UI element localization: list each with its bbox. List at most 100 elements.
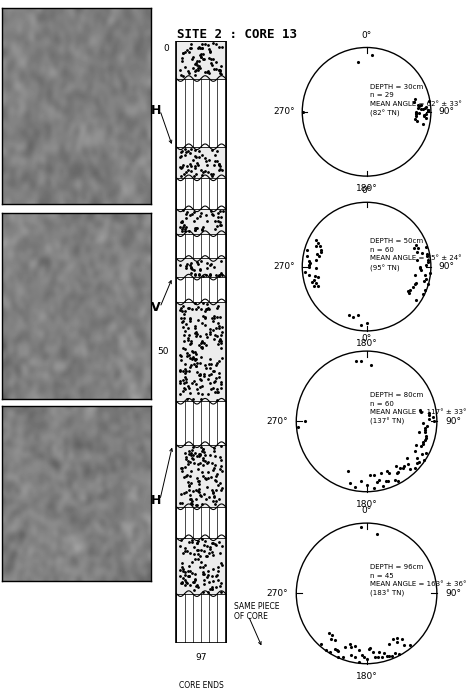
- Point: [185, 481, 193, 492]
- Point: [179, 47, 186, 58]
- Point: [198, 43, 206, 54]
- Point: [211, 329, 219, 340]
- Point: [189, 155, 197, 166]
- Circle shape: [296, 523, 437, 664]
- Point: [186, 388, 194, 399]
- Point: [184, 348, 191, 359]
- Point: [201, 166, 209, 177]
- Point: [188, 304, 196, 315]
- Point: [218, 577, 225, 588]
- Point: [199, 586, 207, 597]
- Point: [210, 492, 218, 503]
- Point: [208, 471, 215, 482]
- Point: [193, 484, 200, 495]
- Point: [184, 455, 192, 466]
- Point: [198, 39, 206, 50]
- Point: [186, 566, 194, 577]
- Point: [194, 160, 201, 171]
- Point: [193, 473, 201, 484]
- Point: [184, 570, 192, 581]
- Point: [203, 67, 210, 78]
- Point: [183, 319, 190, 330]
- Point: [214, 207, 222, 218]
- Point: [208, 484, 215, 495]
- Point: [180, 330, 188, 341]
- Point: [176, 162, 184, 173]
- Point: [186, 470, 193, 481]
- Point: [185, 571, 193, 582]
- Point: [199, 471, 207, 482]
- Point: [197, 375, 205, 386]
- Point: [217, 337, 225, 348]
- Point: [193, 256, 201, 267]
- Point: [208, 581, 216, 592]
- Point: [198, 170, 206, 181]
- Point: [195, 340, 203, 351]
- Point: [188, 160, 195, 171]
- Point: [194, 314, 202, 325]
- Point: [183, 350, 190, 361]
- Point: [192, 224, 199, 235]
- Point: [212, 582, 219, 593]
- Point: [206, 577, 213, 588]
- Point: [188, 453, 196, 464]
- Point: [188, 267, 195, 278]
- Point: [207, 54, 214, 65]
- Point: [193, 222, 200, 233]
- Text: 270°: 270°: [273, 107, 295, 116]
- Point: [213, 155, 220, 166]
- Point: [205, 44, 213, 55]
- Point: [178, 226, 185, 237]
- Point: [218, 352, 226, 363]
- Point: [198, 336, 205, 347]
- Point: [209, 537, 217, 548]
- Point: [196, 489, 203, 500]
- Point: [178, 316, 185, 327]
- Circle shape: [302, 202, 431, 331]
- Point: [194, 302, 202, 313]
- Point: [184, 65, 192, 76]
- Point: [192, 298, 199, 309]
- Point: [210, 312, 218, 323]
- Point: [193, 494, 200, 505]
- Point: [206, 363, 213, 374]
- Point: [177, 171, 184, 182]
- Point: [195, 41, 203, 52]
- Point: [191, 161, 199, 172]
- Circle shape: [296, 351, 437, 492]
- Point: [177, 162, 184, 173]
- Point: [197, 255, 205, 266]
- Point: [184, 335, 192, 346]
- Point: [202, 473, 210, 484]
- Point: [187, 497, 194, 508]
- Point: [189, 52, 197, 63]
- Point: [209, 365, 217, 376]
- Point: [210, 334, 218, 345]
- Point: [210, 261, 218, 272]
- Point: [198, 380, 206, 391]
- Point: [183, 452, 190, 463]
- Point: [179, 365, 186, 376]
- Point: [192, 378, 200, 389]
- Point: [184, 380, 192, 391]
- Point: [206, 269, 213, 280]
- Point: [205, 586, 212, 597]
- Point: [193, 328, 201, 339]
- Point: [189, 441, 197, 452]
- Bar: [176, 444, 226, 507]
- Point: [207, 584, 214, 595]
- Point: [182, 487, 189, 498]
- Point: [207, 358, 214, 369]
- Point: [208, 57, 215, 68]
- Point: [203, 482, 210, 493]
- Text: DEPTH = 80cm
n = 60
MEAN ANGLE = 117° ± 33°
(137° TN): DEPTH = 80cm n = 60 MEAN ANGLE = 117° ± …: [370, 392, 466, 425]
- Point: [202, 270, 210, 281]
- Point: [199, 453, 206, 464]
- Point: [178, 576, 185, 587]
- Point: [193, 56, 201, 67]
- Text: 180°: 180°: [356, 184, 377, 193]
- Point: [195, 478, 203, 489]
- Point: [196, 457, 204, 468]
- Point: [181, 305, 189, 316]
- Point: [213, 358, 221, 369]
